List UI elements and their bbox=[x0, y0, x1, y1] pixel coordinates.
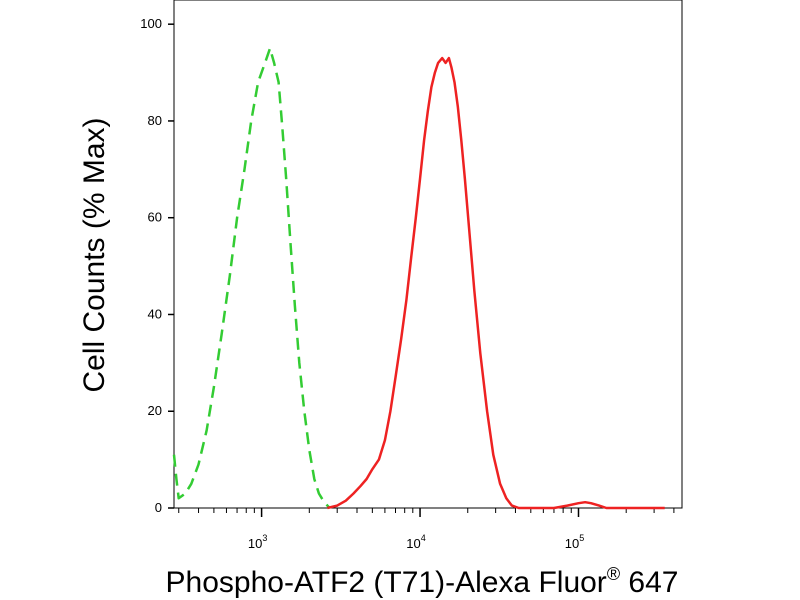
y-tick-label: 0 bbox=[155, 500, 162, 515]
x-tick-label: 103 bbox=[248, 533, 267, 551]
y-tick-label: 20 bbox=[148, 403, 162, 418]
x-axis-title-suffix: 647 bbox=[620, 566, 678, 599]
y-tick-label: 60 bbox=[148, 210, 162, 225]
y-axis-title: Cell Counts (% Max) bbox=[78, 117, 111, 392]
x-axis-title-main: Phospho-ATF2 (T71)-Alexa Fluor bbox=[166, 566, 607, 599]
control-series-line bbox=[172, 47, 331, 509]
x-axis-title-registered-mark: ® bbox=[607, 564, 620, 584]
y-tick-label: 80 bbox=[148, 113, 162, 128]
x-axis-title: Phospho-ATF2 (T71)-Alexa Fluor® 647 bbox=[166, 564, 679, 599]
plot-frame bbox=[173, 0, 683, 509]
y-tick-label: 100 bbox=[140, 16, 162, 31]
series-layer bbox=[172, 47, 665, 510]
x-tick-label: 105 bbox=[565, 533, 584, 551]
x-tick-label: 104 bbox=[406, 533, 425, 551]
y-tick-label: 40 bbox=[148, 306, 162, 321]
sample-series-line bbox=[327, 56, 665, 510]
y-axis-ticks: 0 20 40 60 80 100 bbox=[140, 16, 174, 515]
x-axis-ticks: 103 104 105 bbox=[178, 508, 675, 551]
